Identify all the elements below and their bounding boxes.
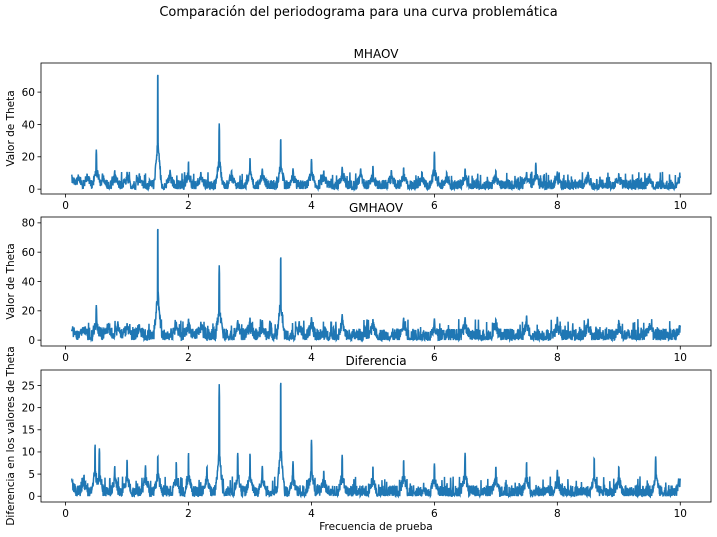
y-tick-label: 0: [28, 184, 35, 196]
y-axis-label: Valor de Theta: [5, 90, 17, 166]
axes-frame: [40, 369, 712, 503]
subplot-1: 0 2 4 6 8 10 0 20 40 60 MHAOV Valor de Theta: [5, 47, 712, 212]
subplot-title: Diferencia: [345, 354, 406, 368]
y-tick-label: 0: [28, 491, 35, 503]
series-line: [70, 228, 682, 344]
x-tick-label: 2: [185, 508, 192, 520]
x-tick-label: 8: [554, 200, 561, 212]
x-tick-label: 2: [185, 352, 192, 364]
y-tick-label: 60: [22, 247, 35, 259]
y-tick-label: 60: [22, 87, 35, 99]
y-tick-label: 80: [22, 218, 35, 230]
y-tick-label: 5: [28, 469, 35, 481]
y-axis-label: Valor de Theta: [5, 243, 17, 319]
series-line: [70, 74, 682, 193]
x-tick-label: 4: [308, 200, 315, 212]
x-axis-label: Frecuencia de prueba: [319, 521, 433, 533]
axes-frame: [40, 216, 712, 347]
x-tick-label: 8: [554, 352, 561, 364]
x-tick-label: 10: [674, 352, 687, 364]
y-tick-label: 40: [22, 276, 35, 288]
x-tick-label: 6: [431, 508, 438, 520]
y-tick-label: 15: [22, 425, 35, 437]
x-tick-label: 4: [308, 508, 315, 520]
figure-suptitle: Comparación del periodograma para una cu…: [159, 5, 558, 20]
subplot-title: GMHAOV: [349, 201, 404, 215]
x-tick-label: 0: [62, 352, 69, 364]
x-tick-label: 6: [431, 200, 438, 212]
y-tick-label: 0: [28, 335, 35, 347]
y-tick-label: 20: [22, 402, 35, 414]
y-tick-label: 25: [22, 380, 35, 392]
x-tick-label: 10: [674, 508, 687, 520]
y-tick-label: 10: [22, 447, 35, 459]
axes-frame: [40, 62, 712, 195]
x-tick-label: 6: [431, 352, 438, 364]
y-tick-label: 40: [22, 119, 35, 131]
x-tick-label: 8: [554, 508, 561, 520]
x-tick-label: 4: [308, 352, 315, 364]
y-tick-label: 20: [22, 152, 35, 164]
x-tick-label: 0: [62, 200, 69, 212]
x-tick-label: 10: [674, 200, 687, 212]
subplot-title: MHAOV: [354, 47, 400, 61]
x-tick-label: 2: [185, 200, 192, 212]
series-line: [70, 382, 682, 499]
y-axis-label: Diferencia en los valores de Theta: [5, 346, 17, 525]
x-tick-label: 0: [62, 508, 69, 520]
y-tick-label: 20: [22, 306, 35, 318]
